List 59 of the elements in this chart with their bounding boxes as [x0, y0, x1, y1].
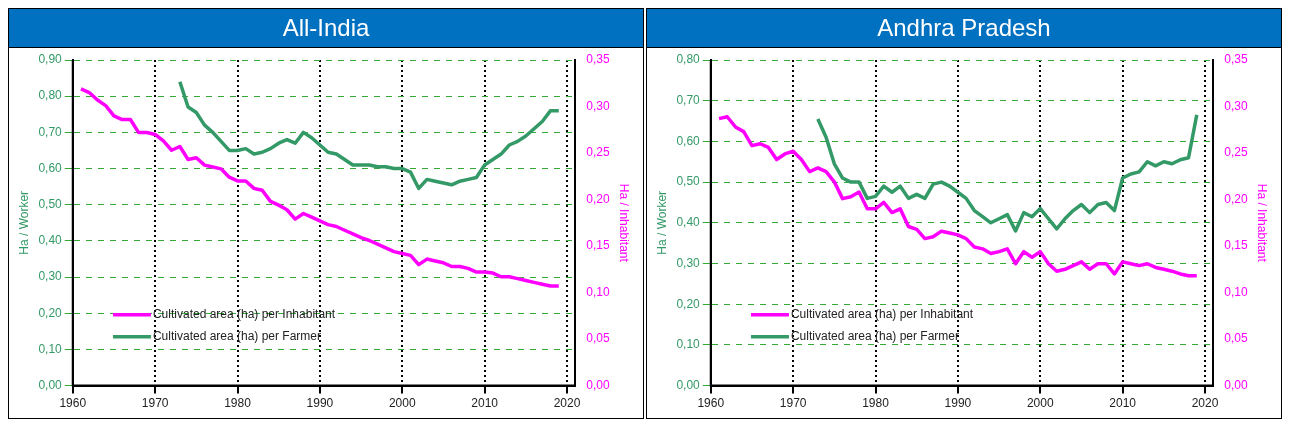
y2-axis-title: Ha / Inhabitant [1255, 183, 1270, 263]
y-axis-title: Ha / Worker [16, 190, 31, 255]
x-tick-label: 1990 [306, 396, 334, 411]
x-tick-label: 1970 [141, 396, 169, 411]
y-tick-label: 0,40 [676, 215, 701, 230]
y-tick-label: 0,10 [38, 341, 63, 356]
x-tick-label: 1960 [697, 396, 725, 411]
y2-tick-label: 0,10 [1224, 284, 1248, 299]
x-tick-label: 2020 [1191, 396, 1219, 411]
x-tick-label: 2000 [1026, 396, 1054, 411]
y-tick-label: 0,70 [676, 93, 701, 108]
y2-tick-label: 0,15 [1224, 238, 1248, 253]
y2-tick-label: 0,10 [586, 284, 610, 299]
x-tick-label: 1970 [779, 396, 807, 411]
y-tick-label: 0,20 [38, 305, 63, 320]
y-tick-label: 0,80 [38, 88, 63, 103]
y2-tick-label: 0,30 [1224, 98, 1248, 113]
y2-axis-title: Ha / Inhabitant [617, 183, 632, 263]
y-tick-label: 0,00 [38, 377, 63, 392]
y2-tick-label: 0,35 [586, 52, 610, 67]
y-tick-label: 0,70 [38, 124, 63, 139]
x-tick-label: 1990 [944, 396, 972, 411]
y2-tick-label: 0,25 [586, 145, 610, 160]
y-tick-label: 0,40 [38, 233, 63, 248]
legend-label: Cultivated area (ha) per Farmer [790, 329, 960, 344]
y-tick-label: 0,60 [38, 160, 63, 175]
chart-title: All-India [9, 9, 643, 48]
y-tick-label: 0,50 [38, 197, 63, 212]
x-tick-label: 1960 [59, 396, 87, 411]
y-axis-title: Ha / Worker [654, 190, 669, 255]
y-tick-label: 0,60 [676, 133, 701, 148]
y-tick-label: 0,80 [676, 52, 701, 67]
y2-tick-label: 0,05 [586, 331, 610, 346]
x-tick-label: 1980 [224, 396, 252, 411]
legend-label: Cultivated area (ha) per Farmer [152, 329, 322, 344]
y2-tick-label: 0,15 [586, 238, 610, 253]
legend-label: Cultivated area (ha) per Inhabitant [152, 307, 336, 322]
y2-tick-label: 0,20 [1224, 191, 1248, 206]
x-tick-label: 2020 [553, 396, 581, 411]
y-tick-label: 0,30 [676, 255, 701, 270]
y-tick-label: 0,50 [676, 174, 701, 189]
y-tick-label: 0,90 [38, 52, 63, 67]
x-tick-label: 1980 [862, 396, 890, 411]
y-tick-label: 0,20 [676, 296, 701, 311]
y-tick-label: 0,00 [676, 377, 701, 392]
y2-tick-label: 0,35 [1224, 52, 1248, 67]
y2-tick-label: 0,00 [586, 377, 610, 392]
x-tick-label: 2010 [471, 396, 499, 411]
y2-tick-label: 0,20 [586, 191, 610, 206]
y2-tick-label: 0,25 [1224, 145, 1248, 160]
y2-tick-label: 0,30 [586, 98, 610, 113]
y2-tick-label: 0,05 [1224, 331, 1248, 346]
y-tick-label: 0,30 [38, 269, 63, 284]
y-tick-label: 0,10 [676, 337, 701, 352]
x-tick-label: 2010 [1109, 396, 1137, 411]
chart-title: Andhra Pradesh [647, 9, 1281, 48]
legend-label: Cultivated area (ha) per Inhabitant [790, 307, 974, 322]
x-tick-label: 2000 [388, 396, 416, 411]
y2-tick-label: 0,00 [1224, 377, 1248, 392]
